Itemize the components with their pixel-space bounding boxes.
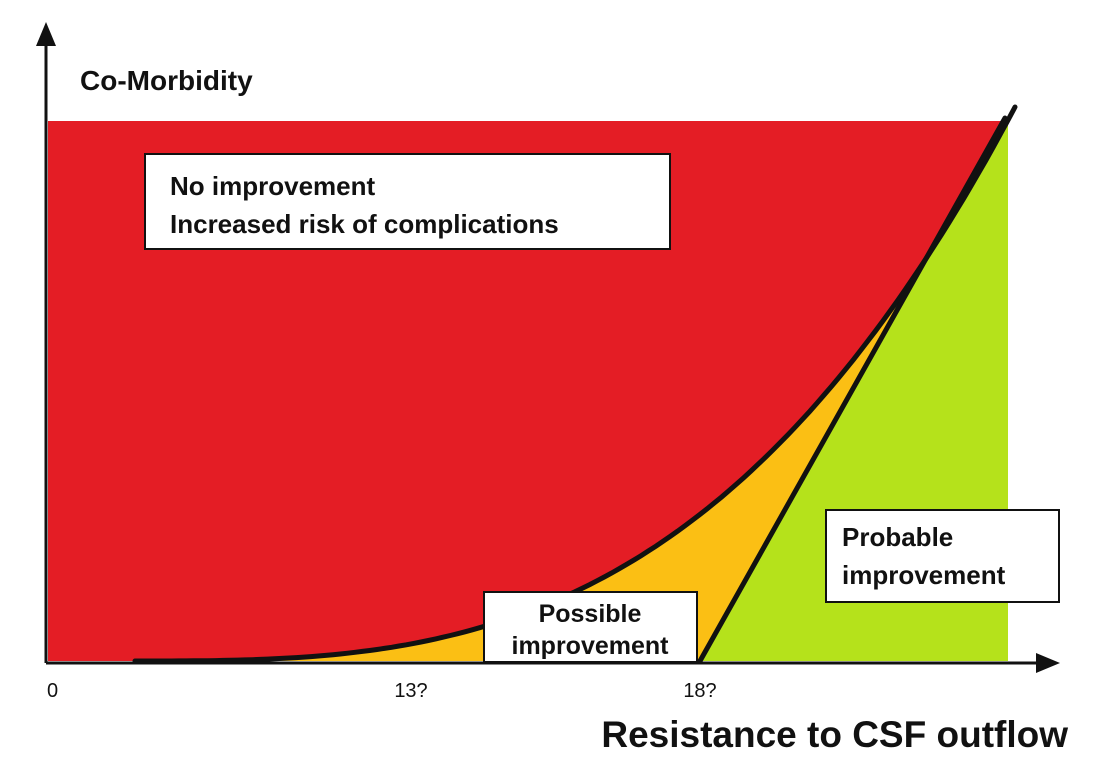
x-axis-label: Resistance to CSF outflow	[601, 714, 1068, 755]
region-label: Increased risk of complications	[170, 209, 559, 239]
x-tick-label: 18?	[683, 680, 716, 702]
label-box-no-improvement: No improvement Increased risk of complic…	[144, 153, 671, 250]
label-box-possible-improvement: Possible improvement	[483, 591, 698, 663]
x-tick-label: 0	[47, 680, 58, 702]
region-label: improvement	[512, 632, 670, 660]
region-label: No improvement	[170, 171, 375, 201]
region-label: Possible	[539, 600, 642, 628]
y-axis-arrow	[36, 22, 56, 46]
threshold-line	[697, 115, 1008, 664]
region-possible-improvement	[135, 118, 1008, 661]
x-tick-label: 13?	[394, 680, 427, 702]
y-axis-label: Co-Morbidity	[80, 65, 253, 96]
label-box-probable-improvement: Probable improvement	[825, 509, 1060, 603]
region-label: improvement	[842, 560, 1006, 590]
region-label: Probable	[842, 522, 953, 552]
x-axis-arrow	[1036, 653, 1060, 673]
